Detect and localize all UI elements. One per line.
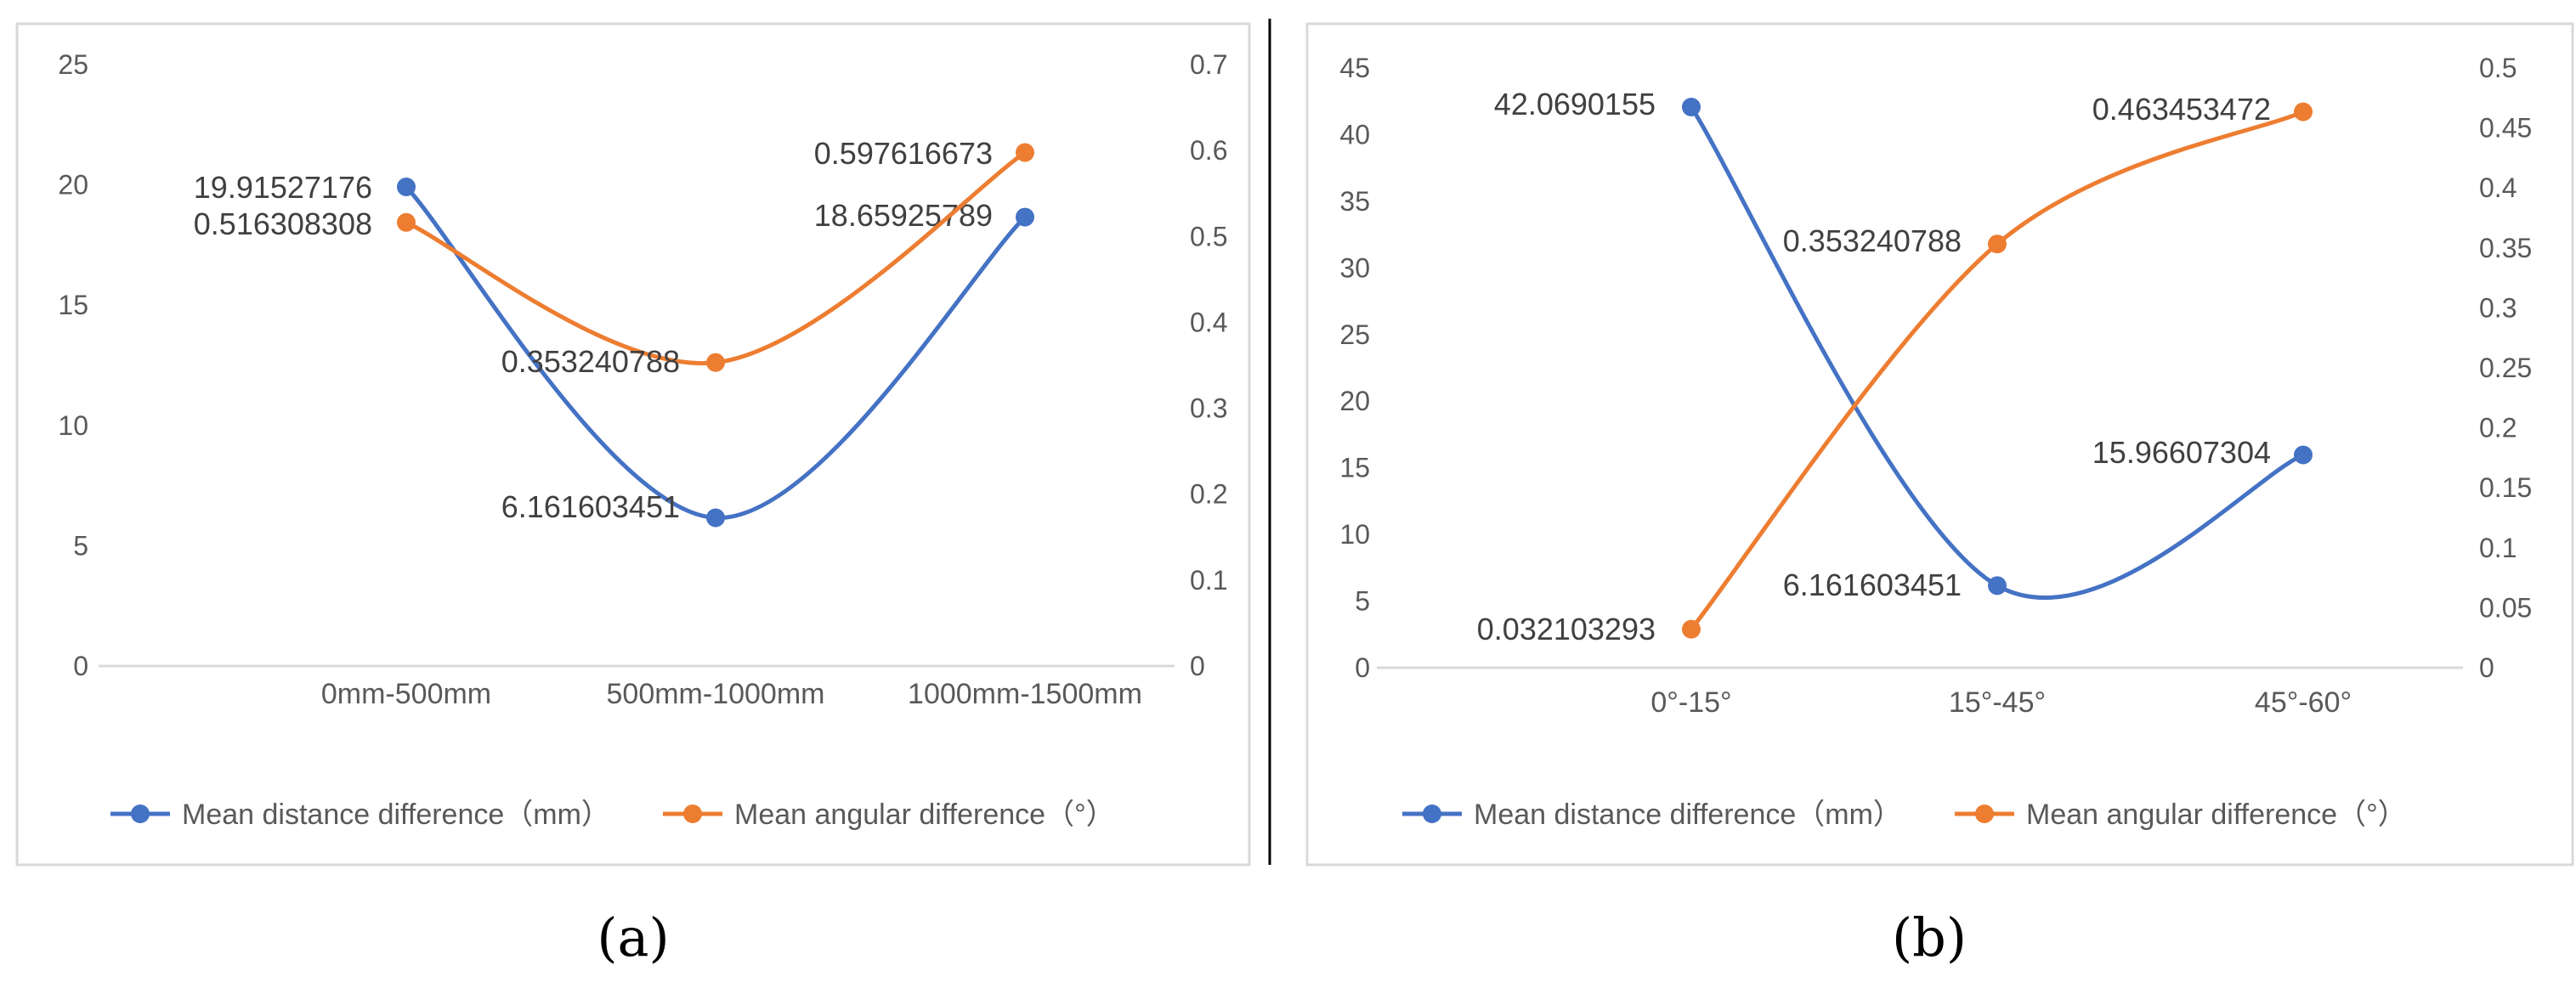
series-0-data-label: 6.161603451 xyxy=(1783,567,1962,602)
series-0-data-label: 19.91527176 xyxy=(194,170,372,205)
y-left-tick-label: 0 xyxy=(1355,652,1370,683)
series-line-0 xyxy=(1689,104,2306,601)
panel-caption: (a) xyxy=(597,906,669,968)
series-0-point xyxy=(1988,576,2007,596)
legend-label-1: Mean angular difference（°） xyxy=(734,799,1115,831)
legend-swatch-marker-0 xyxy=(131,805,150,823)
legend-swatch-marker-0 xyxy=(1423,805,1441,823)
y-left-tick-label: 15 xyxy=(1339,453,1370,483)
y-right-tick-label: 0.05 xyxy=(2479,592,2532,623)
y-left-tick-label: 25 xyxy=(1339,319,1370,350)
series-0-point xyxy=(397,177,416,196)
y-left-tick-label: 5 xyxy=(73,530,88,561)
series-0-point xyxy=(1016,207,1034,227)
y-right-tick-label: 0.5 xyxy=(2479,53,2517,83)
y-right-tick-label: 0.25 xyxy=(2479,353,2532,383)
series-0-point xyxy=(2294,445,2313,465)
chart-panel-0: 0 5 10 15 20 25 0 0.1 0.2 0.3 0.4 0.5 0.6 0.7 0mm-500m… xyxy=(15,22,1251,867)
y-right-tick-label: 0.2 xyxy=(2479,413,2517,443)
series-1-data-label: 0.032103293 xyxy=(1477,612,1656,646)
series-1-point xyxy=(2294,102,2313,121)
x-category-label: 0mm-500mm xyxy=(321,678,491,710)
y-right-tick-label: 0 xyxy=(1190,651,1205,681)
y-right-tick-label: 0.3 xyxy=(2479,292,2517,323)
series-1-point xyxy=(706,353,725,372)
chart-panel-1: 0 5 10 15 20 25 30 35 40 45 0 0.05 0.1 0.15 0.2 0.25 0.3… xyxy=(1305,22,2574,867)
y-left-tick-label: 20 xyxy=(58,170,88,200)
y-right-tick-label: 0.6 xyxy=(1190,135,1227,166)
legend-label-0: Mean distance difference（mm） xyxy=(182,799,610,831)
y-left-tick-label: 10 xyxy=(1339,519,1370,550)
chart-frame xyxy=(1305,22,2574,867)
legend-swatch-marker-1 xyxy=(683,805,702,823)
y-left-tick-label: 10 xyxy=(58,410,88,441)
series-1-data-label: 0.516308308 xyxy=(194,206,372,241)
y-right-tick-label: 0.1 xyxy=(1190,565,1227,596)
series-1-point xyxy=(397,212,416,232)
series-1-data-label: 0.353240788 xyxy=(501,344,680,379)
y-left-tick-label: 0 xyxy=(73,651,88,681)
y-right-tick-label: 0.15 xyxy=(2479,472,2532,503)
x-category-label: 45°-60° xyxy=(2255,686,2352,719)
chart-frame xyxy=(15,22,1251,867)
y-right-tick-label: 0.4 xyxy=(1190,307,1227,337)
legend-label-0: Mean distance difference（mm） xyxy=(1474,799,1902,831)
y-right-tick-label: 0.1 xyxy=(2479,533,2517,563)
legend-label-1: Mean angular difference（°） xyxy=(2026,799,2407,831)
series-0-point xyxy=(706,508,725,528)
series-1-point xyxy=(1016,143,1034,162)
series-0-point xyxy=(1682,97,1701,116)
y-left-tick-label: 40 xyxy=(1339,119,1370,150)
y-right-tick-label: 0 xyxy=(2479,652,2494,683)
series-1-point xyxy=(1988,234,2007,254)
x-category-label: 15°-45° xyxy=(1949,686,2046,719)
series-0-data-label: 42.0690155 xyxy=(1494,87,1656,121)
y-right-tick-label: 0.5 xyxy=(1190,221,1227,251)
panel-caption: (b) xyxy=(1892,906,1967,968)
series-1-data-label: 0.463453472 xyxy=(2092,92,2271,127)
y-left-tick-label: 35 xyxy=(1339,186,1370,217)
series-0-data-label: 15.96607304 xyxy=(2092,435,2271,470)
series-1-data-label: 0.353240788 xyxy=(1783,223,1962,258)
y-left-tick-label: 30 xyxy=(1339,252,1370,283)
y-right-tick-label: 0.2 xyxy=(1190,479,1227,510)
x-category-label: 1000mm-1500mm xyxy=(908,678,1142,710)
y-left-tick-label: 20 xyxy=(1339,386,1370,416)
x-category-label: 500mm-1000mm xyxy=(607,678,825,710)
series-1-point xyxy=(1682,619,1701,639)
x-category-label: 0°-15° xyxy=(1650,686,1731,719)
y-left-tick-label: 15 xyxy=(58,290,88,320)
y-right-tick-label: 0.7 xyxy=(1190,49,1227,80)
y-right-tick-label: 0.35 xyxy=(2479,233,2532,263)
series-line-1 xyxy=(1689,110,2306,632)
y-right-tick-label: 0.4 xyxy=(2479,172,2517,203)
series-0-data-label: 6.161603451 xyxy=(501,489,680,524)
legend-swatch-marker-1 xyxy=(1975,805,1994,823)
y-left-tick-label: 5 xyxy=(1355,586,1370,617)
y-right-tick-label: 0.45 xyxy=(2479,113,2532,144)
y-left-tick-label: 45 xyxy=(1339,53,1370,83)
y-right-tick-label: 0.3 xyxy=(1190,393,1227,424)
y-left-tick-label: 25 xyxy=(58,49,88,80)
series-1-data-label: 0.597616673 xyxy=(814,136,993,171)
